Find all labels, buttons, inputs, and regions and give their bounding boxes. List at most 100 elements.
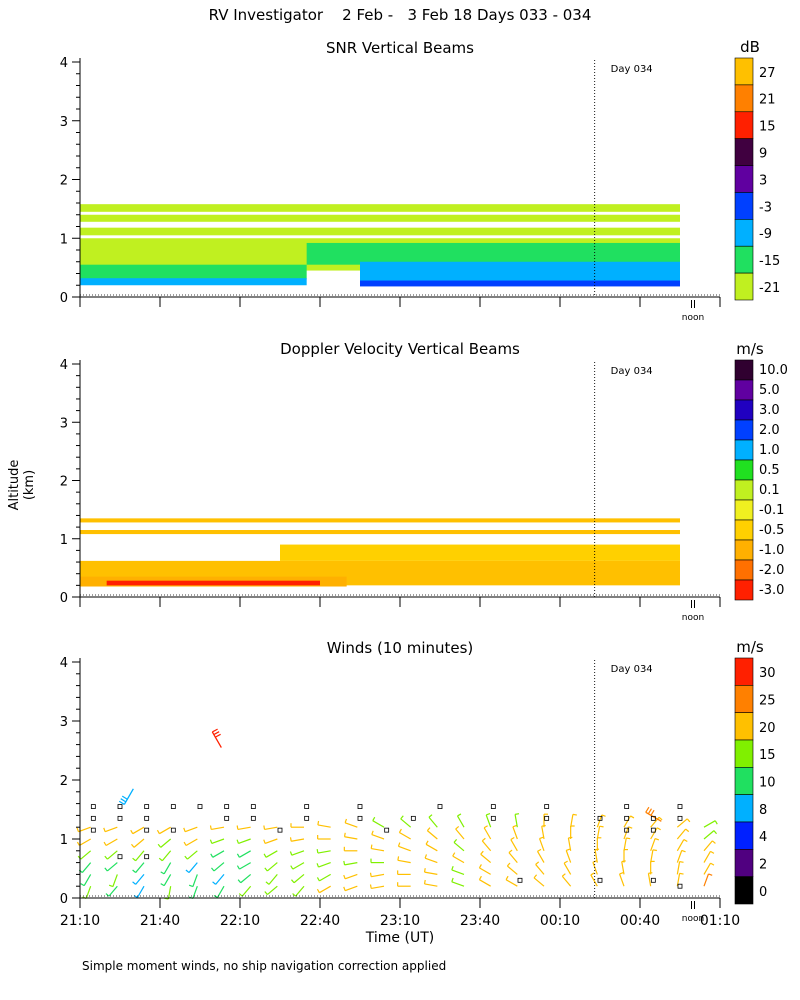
calm-point [410, 815, 416, 821]
wind-barb-flag [512, 824, 517, 828]
wind-barb-flag [104, 867, 108, 872]
calm-point [224, 804, 230, 809]
wind-barb-flag [713, 830, 717, 835]
wind-barb-flag [289, 851, 293, 856]
wind-barb [596, 814, 603, 828]
x-tick-label: 23:10 [380, 913, 420, 929]
calm-point [490, 815, 496, 821]
figure-title: RV Investigator 2 Feb - 3 Feb 18 Days 03… [208, 6, 592, 24]
wind-barb [136, 885, 145, 898]
wind-barb [398, 845, 411, 852]
wind-barb [108, 885, 118, 897]
calm-point [117, 854, 123, 860]
wind-barb [293, 873, 305, 884]
noon-label: noon [682, 914, 704, 924]
wind-barb-flag [236, 853, 240, 858]
wind-barb-flag [397, 842, 401, 847]
wind-barb-flag [400, 815, 404, 820]
day-marker-label: Day 034 [611, 664, 653, 675]
colorbar-swatch [734, 138, 754, 166]
wind-barb-flag [132, 869, 137, 874]
wind-barb-flag [317, 820, 320, 826]
wind-barb [451, 869, 465, 875]
wind-barb [83, 874, 92, 886]
wind-barb-flag [452, 852, 456, 857]
colorbar-label: 5.0 [759, 383, 780, 398]
wind-barb [570, 814, 574, 828]
wind-barb-flag [292, 893, 297, 897]
wind-barb [291, 838, 305, 842]
wind-barb-flag [76, 827, 80, 832]
wind-barb-flag [423, 868, 426, 873]
wind-barb-flag [371, 830, 374, 835]
heatmap-cell [80, 214, 680, 222]
wind-barb-flag [563, 860, 568, 864]
wind-barb-flag [455, 826, 460, 830]
colorbar-label: -3.0 [759, 583, 784, 598]
wind-barb-flag [209, 839, 213, 844]
wind-barb [161, 850, 172, 862]
wind-barb-flag [679, 872, 684, 875]
wind-barb-flag [561, 873, 566, 877]
wind-barb [703, 862, 712, 875]
wind-barb-flag [539, 836, 544, 840]
colorbar-label: 3 [759, 173, 767, 188]
wind-barb-flag [80, 883, 85, 887]
colorbar-label: -0.1 [759, 503, 784, 518]
wind-barb-flag [316, 863, 320, 868]
y-tick-label: 1 [60, 833, 68, 848]
x-tick-label: 00:40 [620, 913, 660, 929]
wind-barb-flag [535, 861, 540, 865]
wind-barb-flag [428, 814, 433, 818]
wind-barb-flag [481, 837, 486, 842]
wind-barb [479, 867, 491, 875]
calm-point [357, 815, 363, 821]
wind-barb-flag [628, 826, 633, 829]
x-tick-label: 23:40 [460, 913, 500, 929]
wind-barb-flag [711, 840, 716, 844]
wind-barb-flag [514, 813, 520, 815]
wind-barb [400, 818, 412, 828]
y-tick-label: 0 [60, 892, 68, 907]
wind-barb-flag [263, 853, 267, 858]
wind-barb-flag [185, 869, 190, 874]
calm-point [144, 827, 150, 833]
wind-barb-flag [424, 854, 428, 859]
colorbar-swatch [734, 876, 754, 905]
wind-barb-flag [264, 891, 268, 895]
calm-point [490, 804, 496, 809]
wind-barb [291, 850, 305, 856]
wind-barb [618, 873, 625, 887]
wind-barb [317, 824, 331, 828]
wind-barb [292, 862, 305, 870]
colorbar-swatch [734, 219, 754, 247]
heatmap-cell [106, 580, 321, 586]
colorbar-unit: m/s [736, 340, 764, 358]
wind-barb-flag [212, 728, 218, 733]
colorbar-swatch [734, 849, 754, 877]
wind-barb [514, 814, 518, 828]
heatmap-cell [80, 227, 680, 236]
wind-barb-flag [590, 872, 595, 876]
wind-barb-flag [215, 733, 221, 738]
calm-point [117, 815, 123, 821]
wind-barb-flag [599, 825, 604, 828]
wind-barb [266, 862, 278, 872]
wind-barb-flag [710, 850, 715, 854]
y-tick-label: 2 [60, 774, 68, 789]
footnote: Simple moment winds, no ship navigation … [82, 959, 447, 973]
wind-barb-flag [236, 865, 240, 870]
wind-barb-flag [423, 879, 426, 885]
colorbar-label: 0.5 [759, 463, 780, 478]
wind-barb [424, 857, 438, 864]
colorbar-label: 27 [759, 66, 776, 81]
wind-barb [266, 885, 278, 896]
wind-barb [676, 861, 681, 875]
wind-barb [703, 873, 710, 887]
wind-barb [317, 850, 331, 854]
colorbar-swatch [734, 821, 754, 850]
colorbar-label: 15 [759, 748, 776, 763]
wind-barb-flag [131, 843, 135, 848]
wind-barb [344, 873, 358, 880]
wind-barb [623, 826, 630, 840]
